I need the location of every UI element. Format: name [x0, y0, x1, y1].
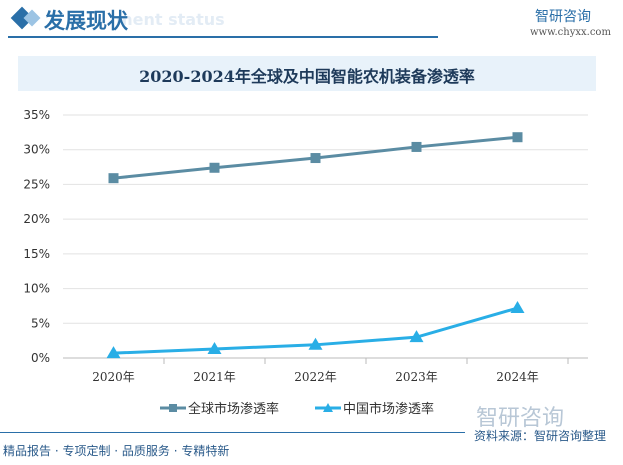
- source-note: 资料来源：智研咨询整理: [474, 429, 607, 443]
- x-tick-label: 2024年: [496, 370, 539, 384]
- header-divider: [8, 36, 438, 38]
- data-point-triangle: [207, 341, 222, 354]
- legend-label: 中国市场渗透率: [343, 401, 434, 417]
- legend-triangle-icon: [323, 403, 333, 412]
- x-tick-label: 2021年: [193, 370, 236, 384]
- y-tick-label: 10%: [23, 282, 50, 296]
- data-point-triangle: [510, 301, 525, 314]
- data-point-triangle: [308, 337, 323, 350]
- x-tick-label: 2022年: [294, 370, 337, 384]
- y-tick-label: 15%: [23, 247, 50, 261]
- y-tick-label: 25%: [23, 177, 50, 191]
- data-point-triangle: [409, 330, 424, 343]
- footer-divider: [0, 432, 465, 433]
- data-point-square: [108, 173, 119, 184]
- data-point-square: [512, 132, 523, 143]
- legend-square-icon: [169, 404, 177, 412]
- data-point-triangle: [106, 346, 121, 359]
- footer-slogan: 精品报告 · 专项定制 · 品质服务 · 专精特新: [3, 444, 230, 458]
- x-tick-label: 2020年: [92, 370, 135, 384]
- y-tick-label: 20%: [23, 212, 50, 226]
- y-tick-label: 35%: [23, 108, 50, 122]
- chart-title: 2020-2024年全球及中国智能农机装备渗透率: [139, 67, 475, 86]
- data-point-square: [209, 162, 220, 173]
- data-point-square: [411, 141, 422, 152]
- header-ghost-text: ment status: [116, 10, 225, 29]
- data-point-square: [310, 153, 321, 164]
- section-title: 发展现状: [44, 9, 128, 33]
- x-tick-label: 2023年: [395, 370, 438, 384]
- brand-url: www.chyxx.com: [530, 27, 611, 38]
- brand-logo: 智研咨询: [535, 9, 591, 25]
- y-tick-label: 0%: [31, 351, 50, 365]
- watermark-logo: 智研咨询: [476, 406, 565, 431]
- y-tick-label: 30%: [23, 143, 50, 157]
- y-tick-label: 5%: [31, 316, 50, 330]
- chart-title-box: 2020-2024年全球及中国智能农机装备渗透率: [18, 56, 596, 91]
- legend-label: 全球市场渗透率: [188, 401, 279, 417]
